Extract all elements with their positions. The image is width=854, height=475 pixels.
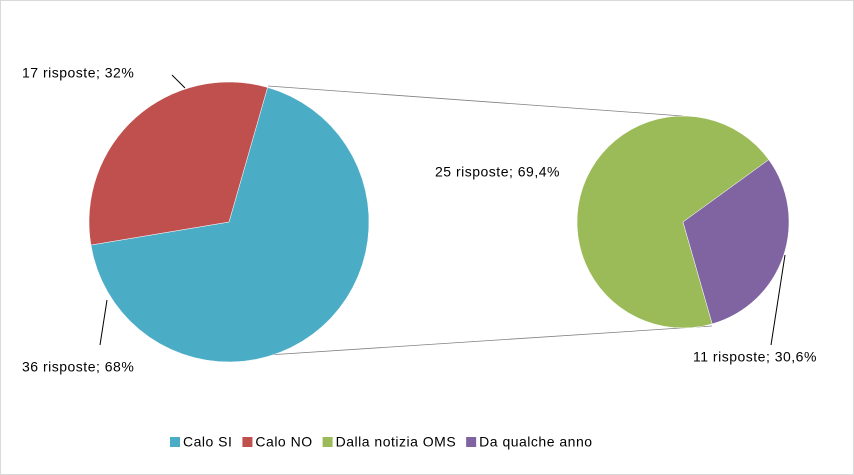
legend-label: Dalla notizia OMS xyxy=(336,434,457,450)
legend-swatch xyxy=(242,437,253,447)
leader-line xyxy=(770,254,786,346)
connector-line xyxy=(267,85,684,117)
legend-swatch xyxy=(466,437,477,447)
pie-slice xyxy=(682,159,790,325)
data-label: 36 risposte; 68% xyxy=(22,359,134,375)
leader-line xyxy=(99,299,108,346)
legend-swatch xyxy=(322,437,333,447)
legend-swatch xyxy=(170,437,180,447)
data-label: 11 risposte; 30,6% xyxy=(693,349,817,365)
legend-label: Calo NO xyxy=(255,434,312,450)
leader-line xyxy=(171,74,186,89)
legend-label: Calo SI xyxy=(183,434,232,450)
legend-label: Da qualche anno xyxy=(479,434,592,450)
pie-slice xyxy=(576,115,770,329)
data-label: 25 risposte; 69,4% xyxy=(435,164,560,180)
data-label: 17 risposte; 32% xyxy=(22,65,134,81)
pie-slice xyxy=(90,87,370,363)
connector-line xyxy=(267,325,713,356)
pie-slice xyxy=(88,81,268,246)
